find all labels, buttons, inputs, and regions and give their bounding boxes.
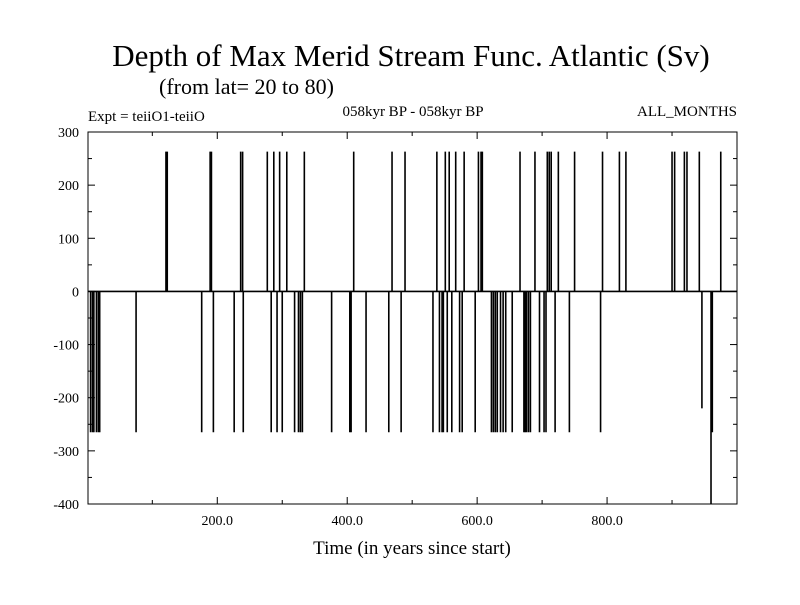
x-tick-label: 800.0 — [591, 514, 623, 529]
months-label: ALL_MONTHS — [637, 104, 737, 120]
y-tick-label: 0 — [72, 285, 79, 300]
experiment-label: Expt = teiiO1-teiiO — [88, 109, 205, 125]
series-group — [89, 151, 722, 504]
y-tick-label: -400 — [53, 498, 79, 513]
chart-subtitle: (from lat= 20 to 80) — [159, 74, 334, 99]
y-tick-label: 300 — [58, 126, 79, 141]
x-axis-label: Time (in years since start) — [313, 538, 511, 559]
x-tick-label: 200.0 — [202, 514, 234, 529]
y-tick-label: 200 — [58, 179, 79, 194]
x-tick-label: 400.0 — [331, 514, 363, 529]
x-tick-label: 600.0 — [461, 514, 493, 529]
x-axis: 200.0 400.0 600.0 800.0 — [151, 132, 673, 529]
y-tick-label: -200 — [53, 392, 79, 407]
y-axis: 300 200 100 0 -100 -200 -300 -400 — [53, 126, 737, 513]
y-tick-label: 100 — [58, 232, 79, 247]
plot-frame — [87, 131, 738, 505]
period-label: 058kyr BP - 058kyr BP — [342, 104, 483, 120]
y-tick-label: -300 — [53, 445, 79, 460]
chart-title: Depth of Max Merid Stream Func. Atlantic… — [112, 38, 710, 73]
y-tick-label: -100 — [53, 339, 79, 354]
